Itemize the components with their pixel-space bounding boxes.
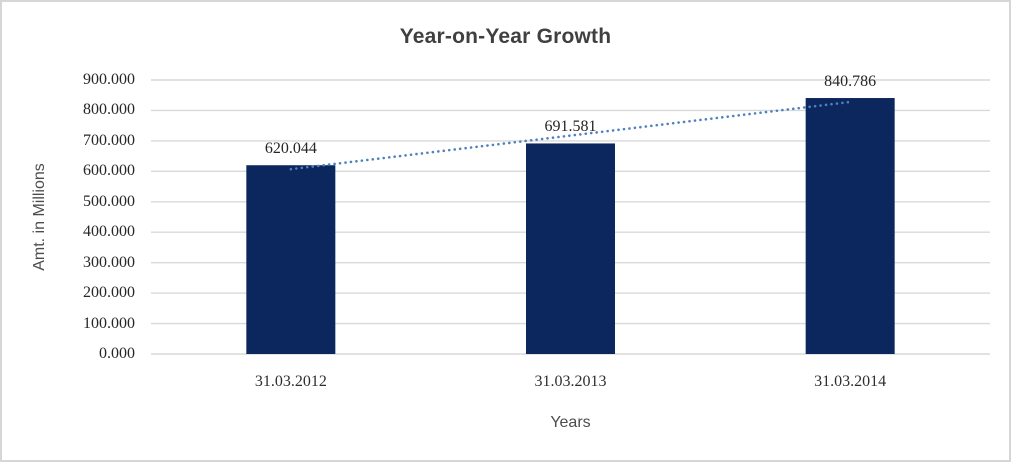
y-tick-label: 100.000 xyxy=(83,314,135,332)
y-tick-label: 900.000 xyxy=(83,71,135,88)
y-tick-label: 200.000 xyxy=(83,284,135,302)
y-tick-label: 400.000 xyxy=(83,223,135,241)
data-label: 840.786 xyxy=(824,73,877,91)
bar xyxy=(805,98,895,354)
y-tick-label: 0.000 xyxy=(99,345,135,362)
y-tick-label: 300.000 xyxy=(83,253,135,271)
x-category-label: 31.03.2013 xyxy=(534,373,607,390)
x-category-label: 31.03.2014 xyxy=(814,373,887,390)
bar xyxy=(526,143,615,354)
y-tick-label: 500.000 xyxy=(83,192,135,210)
bar xyxy=(246,165,336,354)
data-label: 691.581 xyxy=(544,118,597,136)
y-axis-title: Amt. in Millions xyxy=(31,163,48,271)
data-label: 620.044 xyxy=(264,140,317,158)
y-tick-label: 800.000 xyxy=(83,101,135,119)
y-tick-label: 600.000 xyxy=(83,162,135,180)
trendline xyxy=(289,100,852,171)
y-tick-label: 700.000 xyxy=(83,131,135,149)
x-axis-title: Years xyxy=(550,414,591,431)
x-category-label: 31.03.2012 xyxy=(254,373,327,390)
chart-title: Year-on-Year Growth xyxy=(399,25,612,48)
